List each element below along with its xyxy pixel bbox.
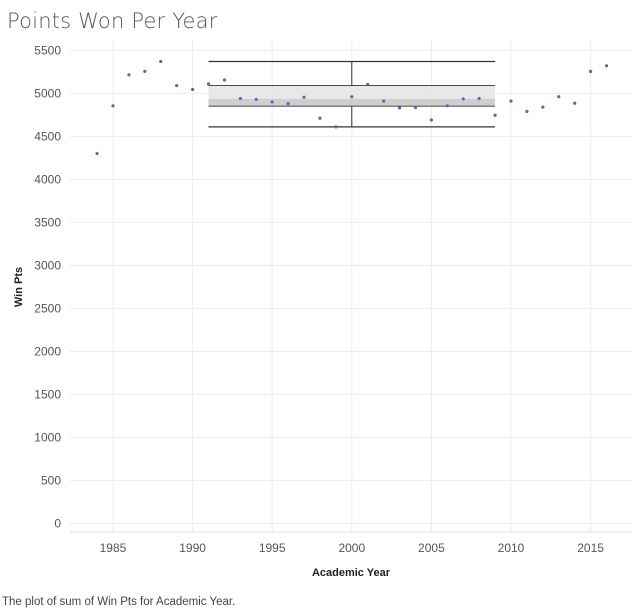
y-axis-label: Win Pts xyxy=(13,267,25,307)
data-point xyxy=(366,82,370,86)
box-upper xyxy=(208,85,496,99)
data-point xyxy=(175,83,179,88)
chart-title: Points Won Per Year xyxy=(7,9,218,33)
data-points xyxy=(95,59,609,156)
x-tick-label: 2005 xyxy=(418,541,445,555)
y-tick-label: 0 xyxy=(54,516,61,530)
data-point xyxy=(604,64,609,68)
data-point xyxy=(159,59,163,64)
data-point xyxy=(206,82,211,86)
data-point xyxy=(190,87,195,92)
data-point xyxy=(557,95,561,99)
chart-caption: The plot of sum of Win Pts for Academic … xyxy=(2,596,236,608)
x-tick-label: 1990 xyxy=(179,541,206,555)
y-tick-label: 1500 xyxy=(34,387,61,401)
data-point xyxy=(222,78,227,82)
y-tick-label: 5000 xyxy=(34,86,61,100)
data-point xyxy=(413,105,418,110)
data-point xyxy=(95,151,99,156)
data-point xyxy=(445,104,449,108)
x-axis-label: Academic Year xyxy=(312,567,391,579)
box-plot xyxy=(208,60,496,128)
box-lower xyxy=(208,98,496,107)
data-point xyxy=(397,106,402,110)
data-point xyxy=(111,104,115,108)
x-tick-label: 2015 xyxy=(577,541,604,555)
x-tick-label: 2000 xyxy=(338,541,365,555)
data-point xyxy=(318,116,322,120)
data-point xyxy=(509,99,513,103)
data-point xyxy=(589,69,593,73)
data-point xyxy=(238,96,242,101)
grid-lines xyxy=(70,40,632,533)
data-point xyxy=(127,73,131,77)
y-tick-label: 4500 xyxy=(34,129,61,143)
data-point xyxy=(143,69,147,73)
data-point xyxy=(270,100,274,104)
data-point xyxy=(573,101,577,105)
y-tick-label: 1000 xyxy=(34,430,61,444)
data-point xyxy=(461,97,465,101)
data-point xyxy=(493,113,497,117)
data-point xyxy=(254,97,258,101)
data-point xyxy=(429,118,433,122)
x-axis-ticks: 1985 1990 1995 2000 2005 2010 2015 xyxy=(100,541,605,555)
y-tick-label: 3500 xyxy=(34,215,61,229)
y-tick-label: 5500 xyxy=(34,43,61,57)
data-point xyxy=(334,125,338,129)
y-tick-label: 500 xyxy=(41,473,61,487)
data-point xyxy=(350,95,354,99)
y-tick-label: 2500 xyxy=(34,301,61,315)
y-tick-label: 4000 xyxy=(34,172,61,186)
data-point xyxy=(302,95,306,99)
y-axis-ticks: 0 500 1000 1500 2000 2500 3000 3500 4000 4500 5000… xyxy=(34,43,61,530)
x-tick-label: 1985 xyxy=(100,541,127,555)
data-point xyxy=(286,102,290,106)
data-point xyxy=(477,96,481,101)
x-tick-label: 1995 xyxy=(259,541,286,555)
scatter-chart: 0 500 1000 1500 2000 2500 3000 3500 4000 4500 5000… xyxy=(13,40,632,579)
data-point xyxy=(525,109,529,113)
data-point xyxy=(382,99,386,103)
data-point xyxy=(541,105,545,109)
x-tick-label: 2010 xyxy=(498,541,525,555)
y-tick-label: 2000 xyxy=(34,344,61,358)
y-tick-label: 3000 xyxy=(34,258,61,272)
